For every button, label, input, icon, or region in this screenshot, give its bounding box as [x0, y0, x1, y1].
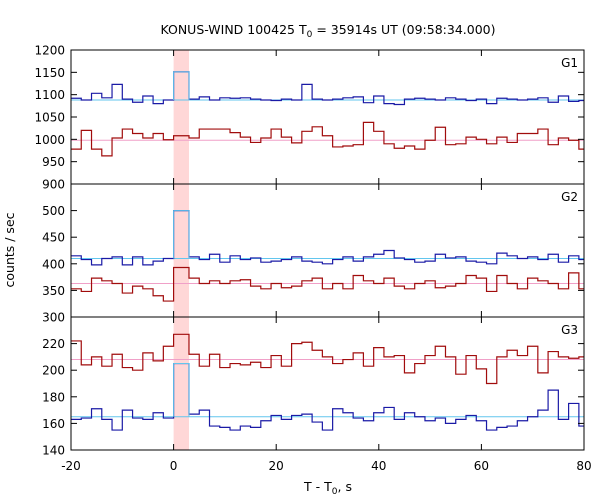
panel-label-g1: G1: [561, 56, 578, 70]
spike-cyan-g3: [173, 363, 190, 417]
series-red-g2: [71, 266, 584, 302]
y-tick-label: 1000: [34, 133, 65, 147]
highlight-band-g1: [173, 50, 189, 184]
x-tick-label: 80: [576, 459, 591, 473]
y-tick-label: 1200: [34, 44, 65, 58]
series-red-g3: [71, 333, 584, 385]
y-tick-label: 450: [42, 231, 65, 245]
highlight-layer: [173, 50, 189, 450]
series-blue-g1: [71, 71, 584, 106]
spike-cyan-g1: [173, 71, 190, 101]
x-axis-label: T - T0, s: [303, 479, 352, 497]
highlight-band-g3: [173, 317, 189, 450]
y-tick-label: 140: [42, 444, 65, 458]
panel-frame-g3: [70, 316, 585, 451]
x-tick-label: 40: [371, 459, 386, 473]
panel-label-g3: G3: [561, 323, 578, 337]
highlight-band-g2: [173, 184, 189, 317]
frame-layer: [70, 49, 585, 451]
x-tick-label: 0: [170, 459, 178, 473]
x-tick-label: 60: [474, 459, 489, 473]
spike-cyan-g2: [173, 210, 190, 259]
y-axis-label: counts / sec: [2, 212, 17, 287]
y-tick-label: 900: [42, 178, 65, 192]
panel-frame-g2: [70, 183, 585, 318]
y-tick-label: 1100: [34, 88, 65, 102]
series-blue-g2: [71, 210, 584, 266]
series-red-g1: [71, 121, 584, 157]
y-tick-label: 1150: [34, 66, 65, 80]
y-tick-label: 160: [42, 417, 65, 431]
y-tick-label: 1050: [34, 111, 65, 125]
y-tick-label: 180: [42, 390, 65, 404]
ticks-layer: G190095010001050110011501200G23003504004…: [34, 44, 591, 474]
x-tick-label: -20: [61, 459, 81, 473]
y-tick-label: 500: [42, 204, 65, 218]
y-tick-label: 950: [42, 155, 65, 169]
y-tick-label: 350: [42, 284, 65, 298]
y-tick-label: 220: [42, 337, 65, 351]
series-blue-g3: [71, 362, 584, 431]
chart-title: KONUS-WIND 100425 T0 = 35914s UT (09:58:…: [160, 22, 495, 40]
x-tick-label: 20: [269, 459, 284, 473]
y-tick-label: 200: [42, 364, 65, 378]
y-tick-label: 300: [42, 311, 65, 325]
panel-frame-g1: [70, 49, 585, 185]
panel-label-g2: G2: [561, 190, 578, 204]
series-layer: [71, 71, 584, 431]
y-tick-label: 400: [42, 257, 65, 271]
